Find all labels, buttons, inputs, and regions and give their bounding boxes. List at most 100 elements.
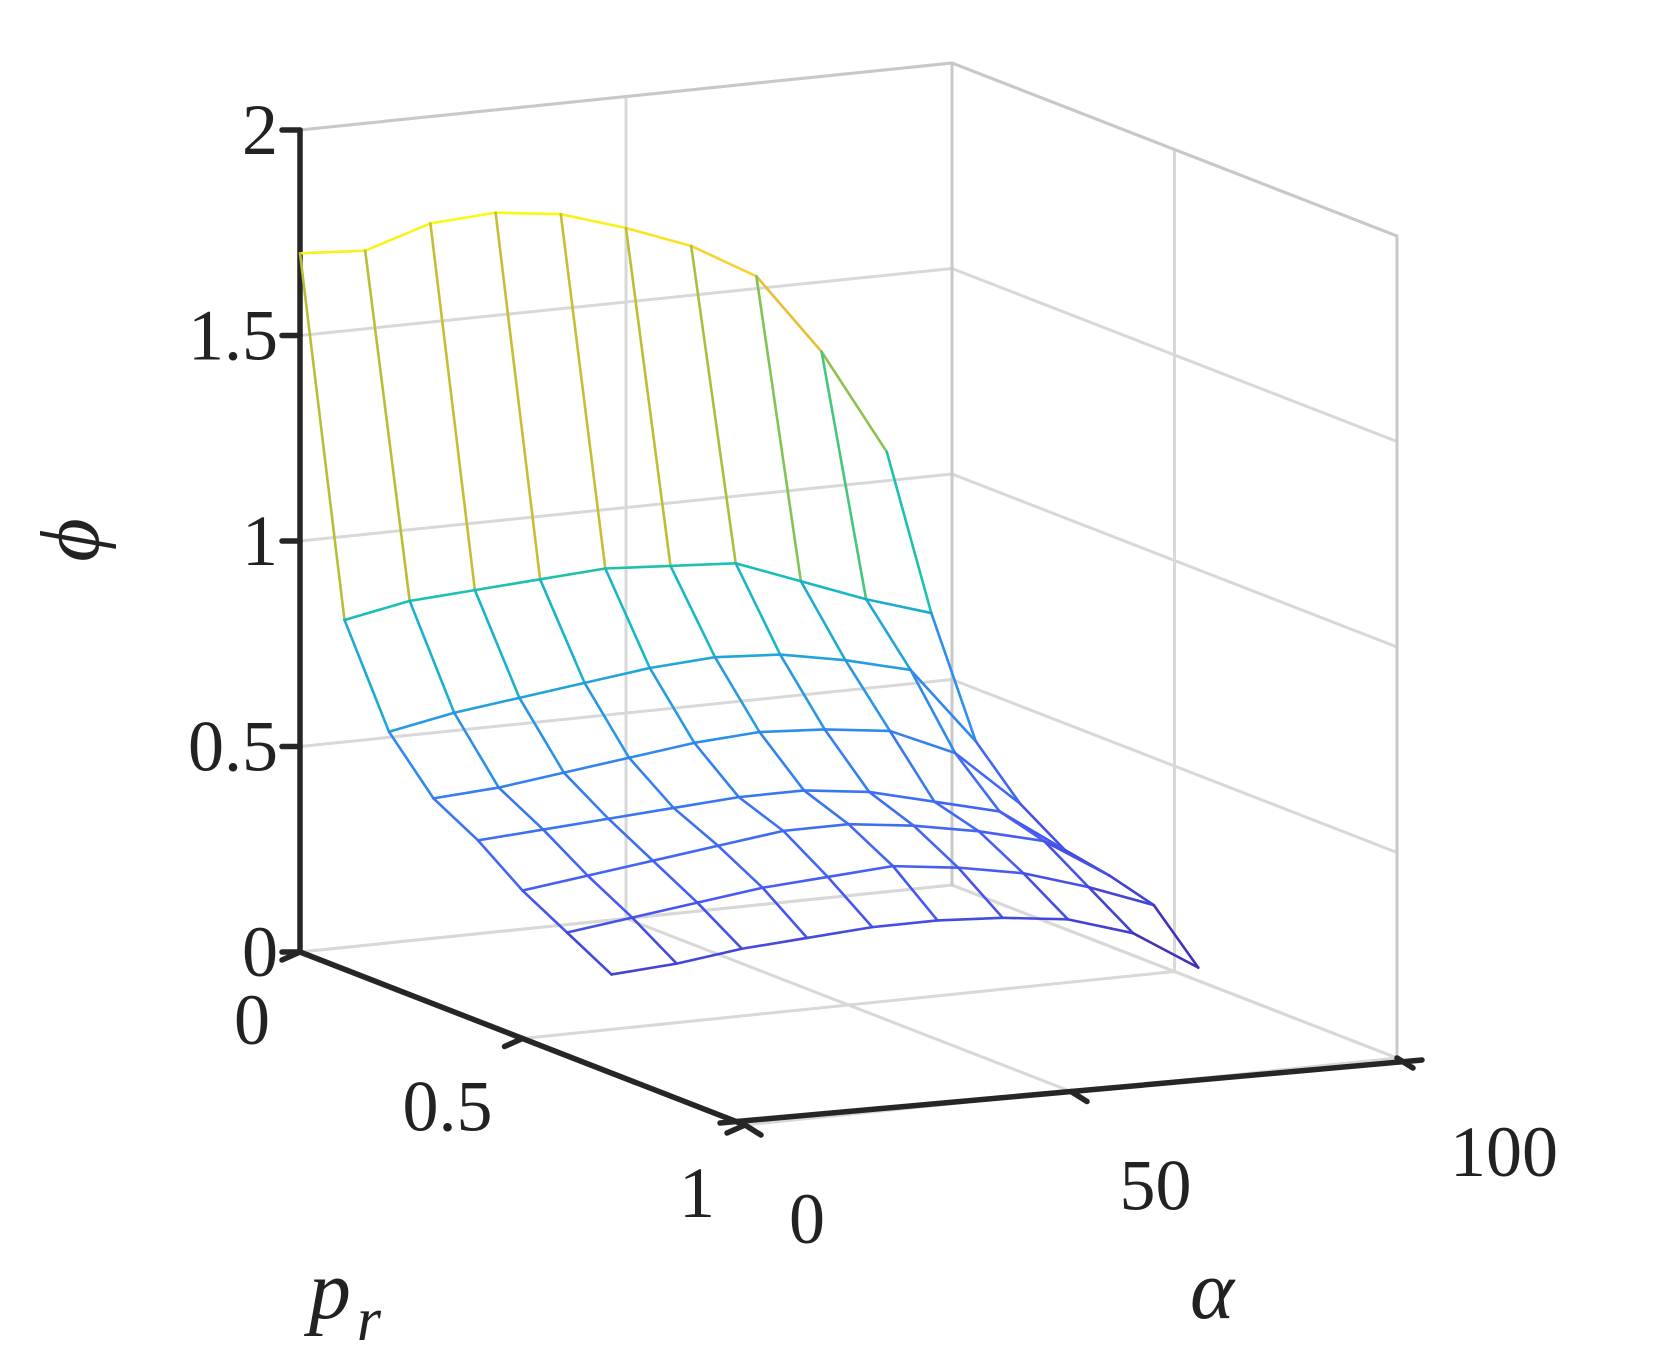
surface-mesh-line — [826, 875, 874, 929]
surface-mesh-line — [956, 866, 1025, 875]
surface-mesh-line — [1022, 871, 1090, 889]
surface-mesh-line — [755, 274, 803, 583]
surface-mesh-line — [909, 668, 957, 755]
surface-mesh-line — [713, 655, 761, 734]
surface-mesh-line — [387, 711, 456, 734]
surface-mesh-line — [494, 211, 542, 581]
surface-mesh-line — [936, 916, 1005, 922]
surface-mesh-line — [799, 579, 868, 601]
surface-mesh-line — [888, 729, 936, 803]
surface-mesh-line — [429, 211, 497, 225]
surface-mesh-line — [624, 226, 693, 248]
surface-mesh-line — [929, 611, 978, 743]
surface-mesh-line — [847, 822, 916, 827]
surface-mesh-line — [624, 226, 672, 568]
z-tick-label: 0 — [242, 912, 278, 992]
surface-mesh-line — [610, 962, 679, 976]
surface-mesh-line — [912, 824, 960, 869]
x-tick-mark — [1394, 1055, 1416, 1071]
surface-mesh-line — [408, 599, 456, 715]
surface-mesh-line — [820, 350, 868, 601]
surface-mesh-line — [494, 211, 563, 216]
z-tick-label: 1 — [242, 501, 278, 581]
surface-mesh-line — [627, 756, 675, 810]
surface-mesh-line — [603, 564, 672, 570]
y-tick-mark — [279, 949, 303, 963]
surface-mesh-line — [1001, 916, 1070, 921]
surface-mesh-line — [781, 822, 850, 833]
surface-mesh-line — [521, 889, 569, 934]
surface-mesh-line — [1087, 885, 1135, 935]
surface-mesh-line — [565, 931, 613, 976]
surface-mesh-line — [864, 597, 912, 672]
surface-mesh-line — [781, 829, 830, 879]
surface-mesh-line — [867, 790, 936, 803]
surface-mesh-line — [586, 874, 634, 919]
surface-mesh-line — [583, 681, 631, 760]
surface-mesh — [298, 211, 1200, 976]
surface-mesh-line — [692, 741, 741, 799]
surface-mesh-line — [452, 711, 501, 789]
surface-mesh-line — [518, 681, 586, 700]
y-tick-label: 0 — [234, 980, 270, 1060]
surface-mesh-line — [761, 875, 830, 890]
surface-mesh-line — [956, 866, 1005, 920]
surface-mesh-line — [761, 886, 809, 940]
surface-mesh-line — [716, 829, 785, 848]
surface-mesh-line — [1152, 903, 1200, 969]
surface-mesh-line — [521, 874, 590, 892]
box-edge — [298, 61, 954, 132]
surface-mesh-line — [1087, 885, 1156, 907]
surface-mesh-line — [669, 562, 738, 568]
surface-mesh-line — [562, 771, 610, 821]
surface-mesh-line — [541, 828, 590, 877]
surface-mesh-line — [998, 810, 1046, 843]
surface-mesh-line — [888, 729, 957, 755]
surface-mesh-line — [432, 786, 501, 800]
surface-mesh-line — [627, 741, 696, 760]
surface-mesh-line — [974, 740, 1022, 806]
surface-mesh-line — [562, 756, 631, 774]
surface-mesh-line — [1131, 931, 1200, 969]
surface-mesh-line — [1042, 839, 1090, 889]
surface-mesh-line — [1108, 874, 1156, 907]
axes — [279, 127, 1425, 1138]
surface-mesh-line — [734, 562, 803, 583]
surface-mesh-line — [933, 800, 981, 833]
surface-mesh-line — [977, 830, 1025, 875]
y-tick-mark — [501, 1035, 526, 1050]
surface-mesh-line — [343, 599, 412, 622]
z-tick-label: 2 — [242, 90, 278, 170]
surface-mesh-line — [823, 728, 892, 733]
surface-mesh-line — [847, 822, 895, 868]
y-tick-mark — [724, 1122, 748, 1136]
surface-mesh-line — [1022, 871, 1070, 921]
y-axis-title: pr — [304, 1244, 382, 1354]
surface-mesh-line — [538, 577, 586, 685]
x-tick-label: 50 — [1120, 1146, 1192, 1226]
surface-mesh-line — [497, 771, 566, 789]
surface-mesh-line — [823, 728, 871, 794]
surface-mesh-line — [713, 653, 782, 659]
surface-mesh-line — [538, 567, 607, 581]
surface-mesh-line — [802, 789, 871, 794]
surface-mesh-line — [1018, 802, 1067, 852]
surface-mesh-line — [565, 916, 634, 934]
surface-mesh-line — [696, 886, 764, 904]
surface-mesh-line — [953, 751, 1001, 813]
surface-mesh-line — [648, 666, 696, 745]
surface-mesh-line — [912, 824, 981, 833]
surface-mesh-line — [429, 222, 477, 592]
x-tick-label: 0 — [789, 1179, 825, 1259]
surface-mesh-line — [630, 916, 679, 965]
surface-mesh-line — [692, 730, 761, 745]
y-tick-label: 1 — [679, 1153, 715, 1233]
surface-mesh-line — [864, 597, 933, 615]
surface-mesh-line — [737, 789, 806, 799]
surface-mesh-line — [820, 350, 889, 454]
surface-mesh-line — [778, 653, 827, 731]
surface-mesh-line — [672, 806, 720, 848]
axis-titles: ϕ α pr — [24, 518, 1236, 1354]
x-axis-title: α — [1190, 1244, 1236, 1337]
